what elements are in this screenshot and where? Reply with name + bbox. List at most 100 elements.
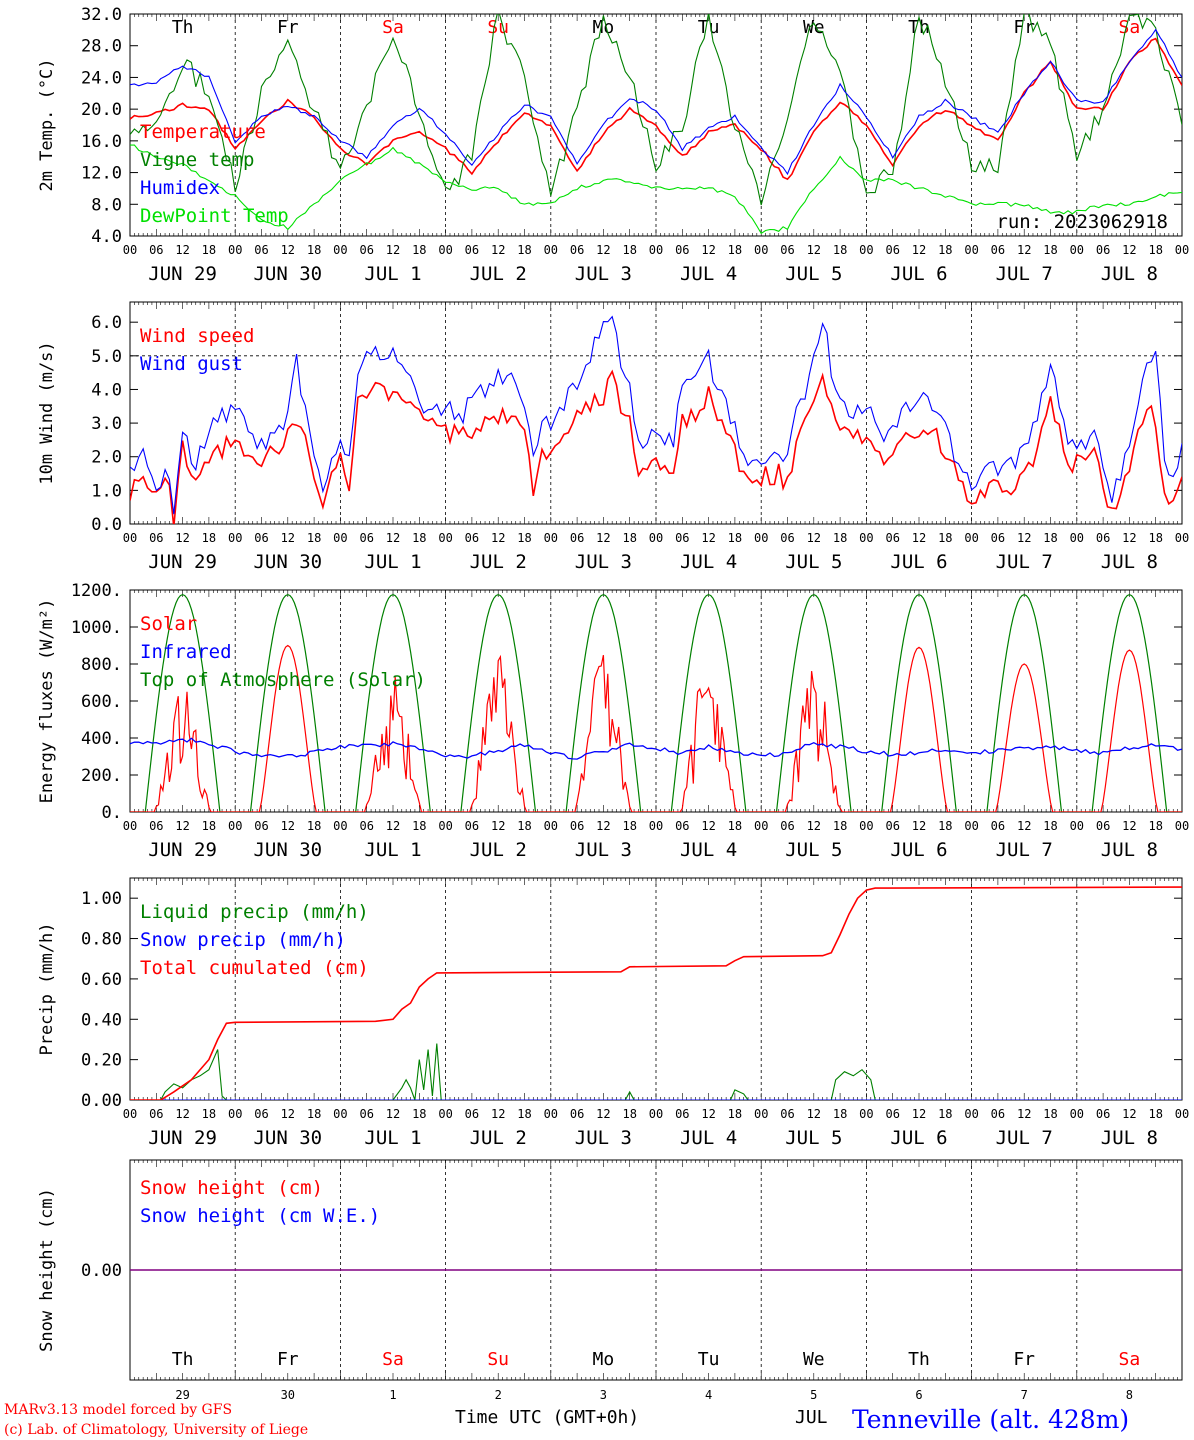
footer-model-credit: MARv3.13 model forced by GFS <box>4 1402 232 1418</box>
x-date-label: JUL 1 <box>364 551 421 573</box>
x-hour-label: 06 <box>149 531 163 545</box>
x-hour-label: 12 <box>386 1107 400 1121</box>
x-hour-label: 18 <box>517 243 531 257</box>
series-line-solar <box>130 644 1182 812</box>
x-hour-label: 06 <box>254 1107 268 1121</box>
x-hour-label: 18 <box>728 531 742 545</box>
x-hour-label: 06 <box>359 1107 373 1121</box>
x-date-label: JUL 3 <box>575 263 632 285</box>
x-hour-label: 06 <box>254 819 268 833</box>
weekday-label: Th <box>908 1349 930 1370</box>
weekday-label: Fr <box>1013 1349 1035 1370</box>
x-hour-label: 18 <box>938 819 952 833</box>
y-tick-label: 6.0 <box>91 313 122 333</box>
x-hour-label: 00 <box>123 243 137 257</box>
legend-entry: Temperature <box>140 121 266 143</box>
series-group <box>130 593 1182 812</box>
x-hour-label: 12 <box>596 531 610 545</box>
day-number-label: 30 <box>281 1388 295 1402</box>
weekday-label: Sa <box>382 1349 404 1370</box>
x-hour-label: 00 <box>859 531 873 545</box>
x-hour-label: 06 <box>570 819 584 833</box>
legend-entry: Infrared <box>140 641 232 663</box>
x-date-label: JUL 6 <box>890 551 947 573</box>
x-hour-label: 18 <box>307 531 321 545</box>
x-date-label: JUN 30 <box>253 1127 322 1149</box>
y-tick-label: 0.20 <box>81 1051 122 1071</box>
day-number-label: 1 <box>389 1388 396 1402</box>
x-hour-label: 18 <box>622 819 636 833</box>
x-hour-label: 18 <box>412 243 426 257</box>
x-date-label: JUL 6 <box>890 1127 947 1149</box>
x-hour-label: 00 <box>438 531 452 545</box>
x-hour-label: 06 <box>780 1107 794 1121</box>
x-hour-label: 12 <box>281 531 295 545</box>
legend-entry: Total cumulated (cm) <box>140 957 369 979</box>
y-tick-label: 2.0 <box>91 448 122 468</box>
legend-entry: Snow height (cm W.E.) <box>140 1205 380 1227</box>
x-hour-label: 12 <box>175 819 189 833</box>
x-date-label: JUL 5 <box>785 839 842 861</box>
legend-entry: Humidex <box>140 177 220 199</box>
run-label: run: 2023062918 <box>996 211 1168 233</box>
x-hour-label: 06 <box>465 531 479 545</box>
day-number-label: 29 <box>175 1388 189 1402</box>
x-hour-label: 18 <box>517 819 531 833</box>
weekday-label: Mo <box>593 17 615 38</box>
weekday-label: Sa <box>1119 1349 1141 1370</box>
weekday-label: Su <box>487 1349 509 1370</box>
x-hour-label: 06 <box>465 1107 479 1121</box>
x-hour-label: 18 <box>728 1107 742 1121</box>
x-hour-label: 06 <box>991 531 1005 545</box>
x-hour-label: 12 <box>1017 243 1031 257</box>
x-hour-label: 12 <box>175 243 189 257</box>
x-hour-label: 00 <box>1175 819 1189 833</box>
x-hour-label: 00 <box>228 243 242 257</box>
weekday-label: Mo <box>593 1349 615 1370</box>
x-hour-label: 12 <box>1122 531 1136 545</box>
series-line <box>130 1043 1182 1100</box>
x-hour-label: 12 <box>807 531 821 545</box>
x-hour-label: 06 <box>254 243 268 257</box>
y-tick-label: 16.0 <box>81 132 122 152</box>
x-hour-label: 12 <box>596 1107 610 1121</box>
x-date-label: JUL 1 <box>364 839 421 861</box>
day-number-label: 3 <box>600 1388 607 1402</box>
x-hour-label: 00 <box>544 819 558 833</box>
x-hour-label: 12 <box>701 243 715 257</box>
x-hour-label: 18 <box>938 243 952 257</box>
x-hour-label: 12 <box>596 243 610 257</box>
footer-xlabel: Time UTC (GMT+0h) <box>455 1407 639 1428</box>
x-hour-label: 00 <box>123 1107 137 1121</box>
series-line <box>130 37 1182 181</box>
y-tick-label: 400. <box>81 729 122 749</box>
x-hour-label: 18 <box>1148 1107 1162 1121</box>
chart-panels: 4.08.012.016.020.024.028.032.02m Temp. (… <box>37 5 1189 1402</box>
series-line-infrared <box>130 737 1182 760</box>
day-number-label: 4 <box>705 1388 712 1402</box>
x-hour-label: 00 <box>1175 243 1189 257</box>
x-hour-label: 00 <box>754 819 768 833</box>
series-line <box>130 28 1182 176</box>
series-line <box>130 315 1182 515</box>
x-date-label: JUN 29 <box>148 839 217 861</box>
x-hour-label: 00 <box>1175 531 1189 545</box>
x-hour-label: 06 <box>1096 531 1110 545</box>
weekday-label: We <box>803 17 825 38</box>
x-hour-label: 12 <box>386 819 400 833</box>
y-axis-label: Precip (mm/h) <box>37 922 57 1055</box>
y-tick-label: 800. <box>81 655 122 675</box>
series-group <box>130 886 1182 1100</box>
series-line-toa <box>130 593 1182 812</box>
x-hour-label: 06 <box>359 243 373 257</box>
x-date-label: JUL 2 <box>470 839 527 861</box>
series-line <box>130 144 1182 235</box>
x-hour-label: 18 <box>622 531 636 545</box>
day-number-label: 6 <box>915 1388 922 1402</box>
panel-2: 0.0 1.0 2.0 3.0 4.0 5.0 6.0 10m Wind (m/s) 00 06 1… <box>37 301 1189 573</box>
x-hour-label: 12 <box>1122 1107 1136 1121</box>
x-hour-label: 12 <box>912 243 926 257</box>
x-hour-label: 00 <box>964 531 978 545</box>
y-tick-label: 1200. <box>71 581 122 601</box>
weekday-label: Th <box>172 17 194 38</box>
